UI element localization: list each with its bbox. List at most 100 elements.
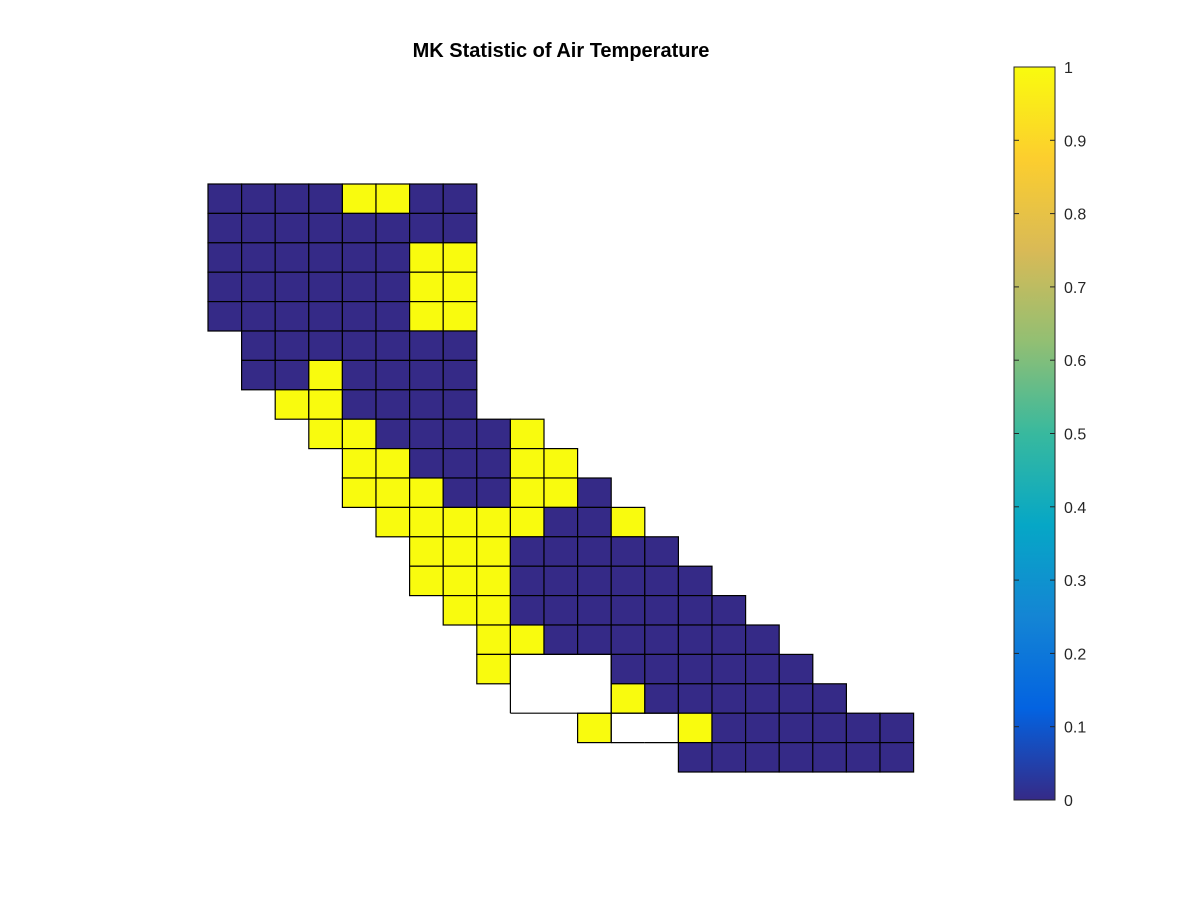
heatmap-cell xyxy=(241,330,276,361)
heatmap-cell xyxy=(409,506,444,538)
heatmap-cell xyxy=(543,565,579,597)
colorbar-tick-label: 0.3 xyxy=(1064,573,1086,590)
heatmap-cell xyxy=(677,594,713,626)
heatmap-cell xyxy=(274,242,310,273)
heatmap-cell xyxy=(744,741,780,773)
heatmap-cell xyxy=(375,359,411,391)
colorbar-gradient xyxy=(1014,67,1055,800)
heatmap-cell xyxy=(341,242,377,273)
heatmap-cell xyxy=(274,359,310,391)
heatmap-cell xyxy=(409,477,444,508)
heatmap-cell xyxy=(409,271,444,303)
heatmap-cell xyxy=(274,301,310,332)
heatmap-cell xyxy=(375,330,411,361)
colorbar-tick-label: 0.1 xyxy=(1064,720,1086,737)
heatmap-cell xyxy=(744,624,780,655)
heatmap-cell xyxy=(442,565,478,597)
heatmap-cell xyxy=(308,271,343,303)
heatmap-cell xyxy=(442,212,478,244)
heatmap-cell xyxy=(274,330,310,361)
heatmap-cell xyxy=(711,683,747,714)
heatmap-cell xyxy=(409,389,444,420)
heatmap-cell xyxy=(308,359,343,391)
heatmap-cell xyxy=(375,477,411,508)
heatmap-grid xyxy=(207,183,915,773)
heatmap-cell xyxy=(375,212,411,244)
heatmap-cell xyxy=(644,594,679,626)
heatmap-cell xyxy=(677,565,713,597)
heatmap-cell xyxy=(778,683,814,714)
colorbar-tick-label: 0.4 xyxy=(1064,500,1086,517)
heatmap-cell xyxy=(610,624,646,655)
heatmap-cell xyxy=(375,389,411,420)
heatmap-cell xyxy=(845,712,881,744)
heatmap-cell xyxy=(610,683,646,714)
heatmap-cell xyxy=(812,683,847,714)
heatmap-cell xyxy=(476,477,511,508)
colorbar-tick-label: 0.5 xyxy=(1064,427,1086,444)
heatmap-cell xyxy=(241,212,276,244)
heatmap-cell xyxy=(845,741,881,773)
colorbar-tick-label: 0 xyxy=(1064,793,1073,810)
heatmap-cell xyxy=(442,271,478,303)
heatmap-cell xyxy=(341,301,377,332)
heatmap-cell xyxy=(644,565,679,597)
heatmap-cell xyxy=(341,183,377,214)
heatmap-cell xyxy=(241,271,276,303)
heatmap-cell xyxy=(610,653,646,685)
heatmap-cell xyxy=(644,624,679,655)
heatmap-cell xyxy=(644,683,679,714)
heatmap-cell xyxy=(341,212,377,244)
heatmap-cell xyxy=(375,506,411,538)
heatmap-cell xyxy=(274,271,310,303)
heatmap-cell xyxy=(442,183,478,214)
heatmap-cell xyxy=(576,712,612,744)
heatmap-cell xyxy=(442,536,478,567)
heatmap-cell xyxy=(509,536,545,567)
heatmap-cell xyxy=(711,653,747,685)
heatmap-cell xyxy=(744,683,780,714)
heatmap-cell xyxy=(207,271,243,303)
heatmap-cell xyxy=(509,624,545,655)
heatmap-cell xyxy=(274,212,310,244)
heatmap-cell xyxy=(442,389,478,420)
chart-title: MK Statistic of Air Temperature xyxy=(413,40,710,62)
heatmap-cell xyxy=(442,242,478,273)
heatmap-cell xyxy=(308,212,343,244)
heatmap-cell xyxy=(409,242,444,273)
heatmap-cell xyxy=(711,594,747,626)
heatmap-cell xyxy=(812,712,847,744)
heatmap-cell xyxy=(644,536,679,567)
heatmap-cell xyxy=(576,477,612,508)
heatmap-cell xyxy=(442,418,478,450)
missing-region-outline xyxy=(509,653,680,744)
heatmap-cell xyxy=(207,212,243,244)
heatmap-cell xyxy=(308,301,343,332)
heatmap-cell xyxy=(543,506,579,538)
heatmap-cell xyxy=(610,594,646,626)
heatmap-cell xyxy=(543,477,579,508)
heatmap-cell xyxy=(879,712,915,744)
heatmap-cell xyxy=(341,330,377,361)
heatmap-cell xyxy=(442,477,478,508)
heatmap-cell xyxy=(341,477,377,508)
heatmap-cell xyxy=(677,712,713,744)
heatmap-cell xyxy=(576,624,612,655)
heatmap-cell xyxy=(341,418,377,450)
colorbar-tick-label: 0.8 xyxy=(1064,207,1086,224)
heatmap-cell xyxy=(308,242,343,273)
colorbar: 0 0.1 0.2 0.3 0.4 0.5 0.6 0.7 0.8 0.9 1 xyxy=(1013,60,1086,810)
colorbar-tick-label: 0.7 xyxy=(1064,280,1086,297)
heatmap-cell xyxy=(409,536,444,567)
heatmap-cell xyxy=(341,359,377,391)
heatmap-cell xyxy=(543,624,579,655)
heatmap-cell xyxy=(677,653,713,685)
colorbar-ticks: 0 0.1 0.2 0.3 0.4 0.5 0.6 0.7 0.8 0.9 1 xyxy=(1014,60,1086,810)
heatmap-cell xyxy=(778,653,814,685)
heatmap-cell xyxy=(409,418,444,450)
heatmap-cell xyxy=(375,242,411,273)
heatmap-cell xyxy=(207,301,243,332)
heatmap-cell xyxy=(274,183,310,214)
heatmap-cell xyxy=(576,594,612,626)
